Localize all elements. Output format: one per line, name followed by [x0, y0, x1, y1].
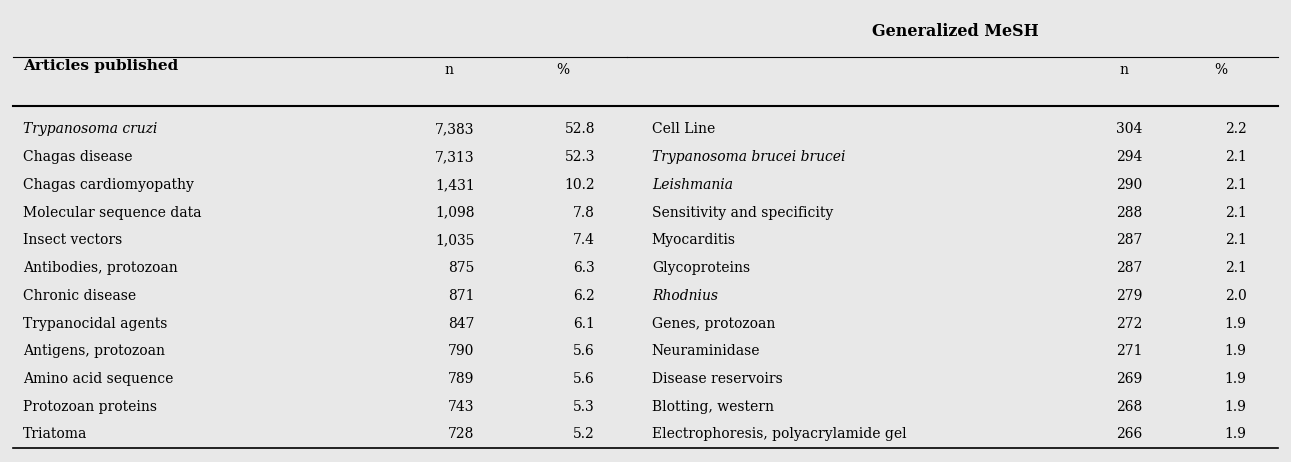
Text: 2.1: 2.1 [1225, 206, 1247, 219]
Text: 1,431: 1,431 [435, 178, 475, 192]
Text: 2.2: 2.2 [1225, 122, 1247, 136]
Text: Articles published: Articles published [23, 59, 178, 73]
Text: 294: 294 [1117, 150, 1143, 164]
Text: Trypanosoma cruzi: Trypanosoma cruzi [23, 122, 158, 136]
Text: 7.4: 7.4 [573, 233, 595, 247]
Text: Amino acid sequence: Amino acid sequence [23, 372, 173, 386]
Text: Blotting, western: Blotting, western [652, 400, 773, 414]
Text: %: % [556, 63, 569, 77]
Text: 2.1: 2.1 [1225, 150, 1247, 164]
Text: Trypanosoma brucei brucei: Trypanosoma brucei brucei [652, 150, 846, 164]
Text: 1.9: 1.9 [1225, 344, 1247, 358]
Text: Sensitivity and specificity: Sensitivity and specificity [652, 206, 833, 219]
Text: 2.1: 2.1 [1225, 178, 1247, 192]
Text: Protozoan proteins: Protozoan proteins [23, 400, 158, 414]
Text: Insect vectors: Insect vectors [23, 233, 123, 247]
Text: 2.0: 2.0 [1225, 289, 1247, 303]
Text: 266: 266 [1117, 427, 1143, 442]
Text: 847: 847 [448, 316, 475, 330]
Text: 7,383: 7,383 [435, 122, 475, 136]
Text: 1.9: 1.9 [1225, 400, 1247, 414]
Text: 268: 268 [1117, 400, 1143, 414]
Text: 1.9: 1.9 [1225, 427, 1247, 442]
Text: Neuraminidase: Neuraminidase [652, 344, 760, 358]
Text: 2.1: 2.1 [1225, 261, 1247, 275]
Text: 272: 272 [1117, 316, 1143, 330]
Text: n: n [1119, 63, 1128, 77]
Text: 271: 271 [1117, 344, 1143, 358]
Text: 1,035: 1,035 [435, 233, 475, 247]
Text: 1.9: 1.9 [1225, 372, 1247, 386]
Text: Chagas cardiomyopathy: Chagas cardiomyopathy [23, 178, 194, 192]
Text: 1,098: 1,098 [435, 206, 475, 219]
Text: 287: 287 [1117, 233, 1143, 247]
Text: Chagas disease: Chagas disease [23, 150, 133, 164]
Text: 5.3: 5.3 [573, 400, 595, 414]
Text: 728: 728 [448, 427, 475, 442]
Text: 304: 304 [1117, 122, 1143, 136]
Text: 288: 288 [1117, 206, 1143, 219]
Text: Electrophoresis, polyacrylamide gel: Electrophoresis, polyacrylamide gel [652, 427, 906, 442]
Text: n: n [445, 63, 454, 77]
Text: 789: 789 [448, 372, 475, 386]
Text: 2.1: 2.1 [1225, 233, 1247, 247]
Text: Glycoproteins: Glycoproteins [652, 261, 750, 275]
Text: 5.2: 5.2 [573, 427, 595, 442]
Text: Chronic disease: Chronic disease [23, 289, 136, 303]
Text: 7,313: 7,313 [435, 150, 475, 164]
Text: 52.8: 52.8 [564, 122, 595, 136]
Text: Leishmania: Leishmania [652, 178, 733, 192]
Text: 6.2: 6.2 [573, 289, 595, 303]
Text: Triatoma: Triatoma [23, 427, 88, 442]
Text: Molecular sequence data: Molecular sequence data [23, 206, 201, 219]
Text: Antibodies, protozoan: Antibodies, protozoan [23, 261, 178, 275]
Text: 1.9: 1.9 [1225, 316, 1247, 330]
Text: Genes, protozoan: Genes, protozoan [652, 316, 775, 330]
Text: 52.3: 52.3 [564, 150, 595, 164]
Text: 287: 287 [1117, 261, 1143, 275]
Text: 743: 743 [448, 400, 475, 414]
Text: Rhodnius: Rhodnius [652, 289, 718, 303]
Text: 269: 269 [1117, 372, 1143, 386]
Text: 5.6: 5.6 [573, 372, 595, 386]
Text: 6.3: 6.3 [573, 261, 595, 275]
Text: 279: 279 [1117, 289, 1143, 303]
Text: 290: 290 [1117, 178, 1143, 192]
Text: %: % [1215, 63, 1228, 77]
Text: Generalized MeSH: Generalized MeSH [873, 23, 1039, 40]
Text: 5.6: 5.6 [573, 344, 595, 358]
Text: Myocarditis: Myocarditis [652, 233, 736, 247]
Text: Antigens, protozoan: Antigens, protozoan [23, 344, 165, 358]
Text: 6.1: 6.1 [573, 316, 595, 330]
Text: 875: 875 [448, 261, 475, 275]
Text: Disease reservoirs: Disease reservoirs [652, 372, 782, 386]
Text: 871: 871 [448, 289, 475, 303]
Text: 7.8: 7.8 [573, 206, 595, 219]
Text: Trypanocidal agents: Trypanocidal agents [23, 316, 168, 330]
Text: Cell Line: Cell Line [652, 122, 715, 136]
Text: 10.2: 10.2 [564, 178, 595, 192]
Text: 790: 790 [448, 344, 475, 358]
